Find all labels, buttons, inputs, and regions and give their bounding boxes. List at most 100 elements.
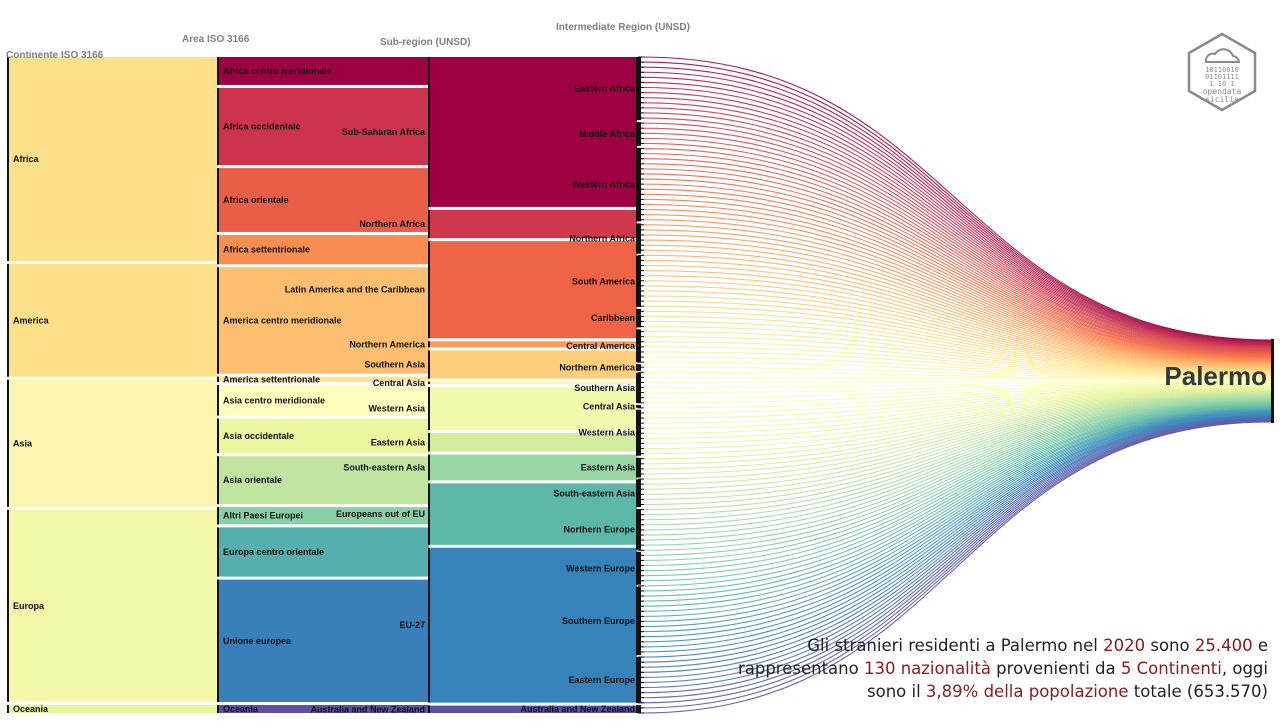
nationality-line xyxy=(640,404,1272,582)
node-intermediate-northern-america xyxy=(637,364,641,371)
nationality-line xyxy=(640,396,1272,511)
node-intermediate-northern-africa xyxy=(637,223,641,254)
node-subregion-western-asia xyxy=(429,387,637,431)
node-intermediate-south-eastern-asia xyxy=(637,479,641,508)
label-area-oceania: Oceania xyxy=(223,704,259,714)
nationality-line xyxy=(640,188,1272,358)
label-area-asia-occidentale: Asia occidentale xyxy=(223,431,294,441)
nationality-line xyxy=(640,315,1272,373)
nationality-line xyxy=(640,158,1272,354)
label-area-africa-centro-meridionale: Africa centro meridionale xyxy=(223,66,332,76)
label-area-asia-centro-meridionale: Asia centro meridionale xyxy=(223,395,325,405)
label-intermediate-northern-america: Northern America xyxy=(559,363,636,373)
label-intermediate-southern-asia: Southern Asia xyxy=(574,383,636,393)
node-subregion-australia-and-new-zealand xyxy=(429,705,637,713)
column-header-continent: Continente ISO 3166 xyxy=(6,50,104,61)
nationality-line xyxy=(640,346,1272,377)
label-intermediate-middle-africa: Middle Africa xyxy=(579,129,636,139)
label-subregion-western-asia: Western Asia xyxy=(368,404,426,414)
nationality-line xyxy=(640,209,1272,360)
nationality-line xyxy=(640,399,1272,541)
column-header-area: Area ISO 3166 xyxy=(182,34,250,45)
nationality-line xyxy=(640,421,1272,714)
nationality-line xyxy=(640,409,1272,617)
label-intermediate-northern-europe: Northern Europe xyxy=(563,524,635,534)
cloud-icon xyxy=(1204,48,1241,63)
nationality-line xyxy=(640,401,1272,551)
nationality-line xyxy=(640,384,1272,419)
label-intermediate-caribbean: Caribbean xyxy=(591,313,635,323)
nationality-line xyxy=(640,417,1272,684)
nationality-line xyxy=(640,382,1272,399)
nationality-line xyxy=(640,214,1272,361)
nationality-line xyxy=(640,61,1272,342)
nationality-line xyxy=(640,351,1272,378)
nationality-line xyxy=(640,56,1272,341)
nationality-line xyxy=(640,413,1272,648)
logo-text-sicilia: sicilia xyxy=(1205,95,1239,104)
label-intermediate-eastern-asia: Eastern Asia xyxy=(581,463,636,473)
node-area-asia-occidentale xyxy=(218,418,429,454)
label-continent-europa: Europa xyxy=(13,601,45,611)
label-subregion-northern-africa: Northern Africa xyxy=(359,219,426,229)
node-intermediate-southern-asia xyxy=(637,372,641,404)
nationality-line xyxy=(640,393,1272,490)
nationality-line xyxy=(640,178,1272,356)
label-subregion-northern-america: Northern America xyxy=(349,339,426,349)
nationality-line xyxy=(640,86,1272,345)
node-area-america-centro-meridionale xyxy=(218,267,429,374)
nationality-line xyxy=(640,405,1272,587)
nationality-line xyxy=(640,290,1272,370)
nationality-line xyxy=(640,229,1272,363)
nationality-line xyxy=(640,234,1272,363)
node-intermediate-australia-and-new-zealand xyxy=(637,705,641,713)
label-intermediate-central-america: Central America xyxy=(566,341,636,351)
nationality-line xyxy=(640,418,1272,694)
label-intermediate-south-eastern-asia: South-eastern Asia xyxy=(553,488,636,498)
nationality-line xyxy=(640,280,1272,369)
label-subregion-south-eastern-asia: South-eastern Asia xyxy=(343,462,426,472)
node-continent-asia xyxy=(8,379,218,507)
label-continent-africa: Africa xyxy=(13,154,40,164)
nationality-line xyxy=(640,403,1272,567)
node-target-palermo xyxy=(1271,339,1274,423)
node-intermediate-western-africa xyxy=(637,147,641,222)
node-intermediate-central-asia xyxy=(637,405,641,408)
nationality-line xyxy=(640,407,1272,602)
node-area-asia-orientale xyxy=(218,456,429,505)
node-intermediate-western-europe xyxy=(637,551,641,585)
nationality-line xyxy=(640,356,1272,379)
summary-total: 25.400 xyxy=(1194,636,1253,655)
opendata-sicilia-logo: 10110010 01101111 1 10 1 opendata sicili… xyxy=(1187,32,1257,112)
nationality-line xyxy=(640,97,1272,346)
hexagon-icon xyxy=(1187,32,1257,112)
node-subregion-northern-africa xyxy=(429,209,637,239)
nationality-line xyxy=(640,224,1272,362)
nationality-line xyxy=(640,383,1272,414)
nationality-line xyxy=(640,383,1272,409)
nationality-line xyxy=(640,398,1272,531)
nationality-line xyxy=(640,395,1272,506)
label-intermediate-central-asia: Central Asia xyxy=(583,401,636,411)
nationality-line xyxy=(640,376,1272,381)
label-area-unione-europea: Unione europea xyxy=(223,636,292,646)
summary-continents: 5 Continenti xyxy=(1120,659,1222,678)
nationality-line xyxy=(640,320,1272,374)
nationality-line xyxy=(640,401,1272,556)
label-intermediate-australia-and-new-zealand: Australia and New Zealand xyxy=(520,704,635,714)
nationality-line xyxy=(640,285,1272,370)
nationality-line xyxy=(640,366,1272,380)
label-area-america-centro-meridionale: America centro meridionale xyxy=(223,315,342,325)
node-intermediate-eastern-africa xyxy=(637,57,641,121)
node-subregion-eu-27 xyxy=(429,547,637,703)
nationality-line xyxy=(640,396,1272,516)
label-area-europa-centro-orientale: Europa centro orientale xyxy=(223,547,324,557)
nationality-line xyxy=(640,382,1272,404)
nationality-line xyxy=(640,112,1272,348)
nationality-line xyxy=(640,399,1272,536)
nationality-line xyxy=(640,415,1272,663)
summary-part: totale (653.570) xyxy=(1128,682,1268,701)
nationality-line xyxy=(640,419,1272,699)
nationality-line xyxy=(640,415,1272,668)
summary-part: , oggi sono il xyxy=(867,659,1268,701)
